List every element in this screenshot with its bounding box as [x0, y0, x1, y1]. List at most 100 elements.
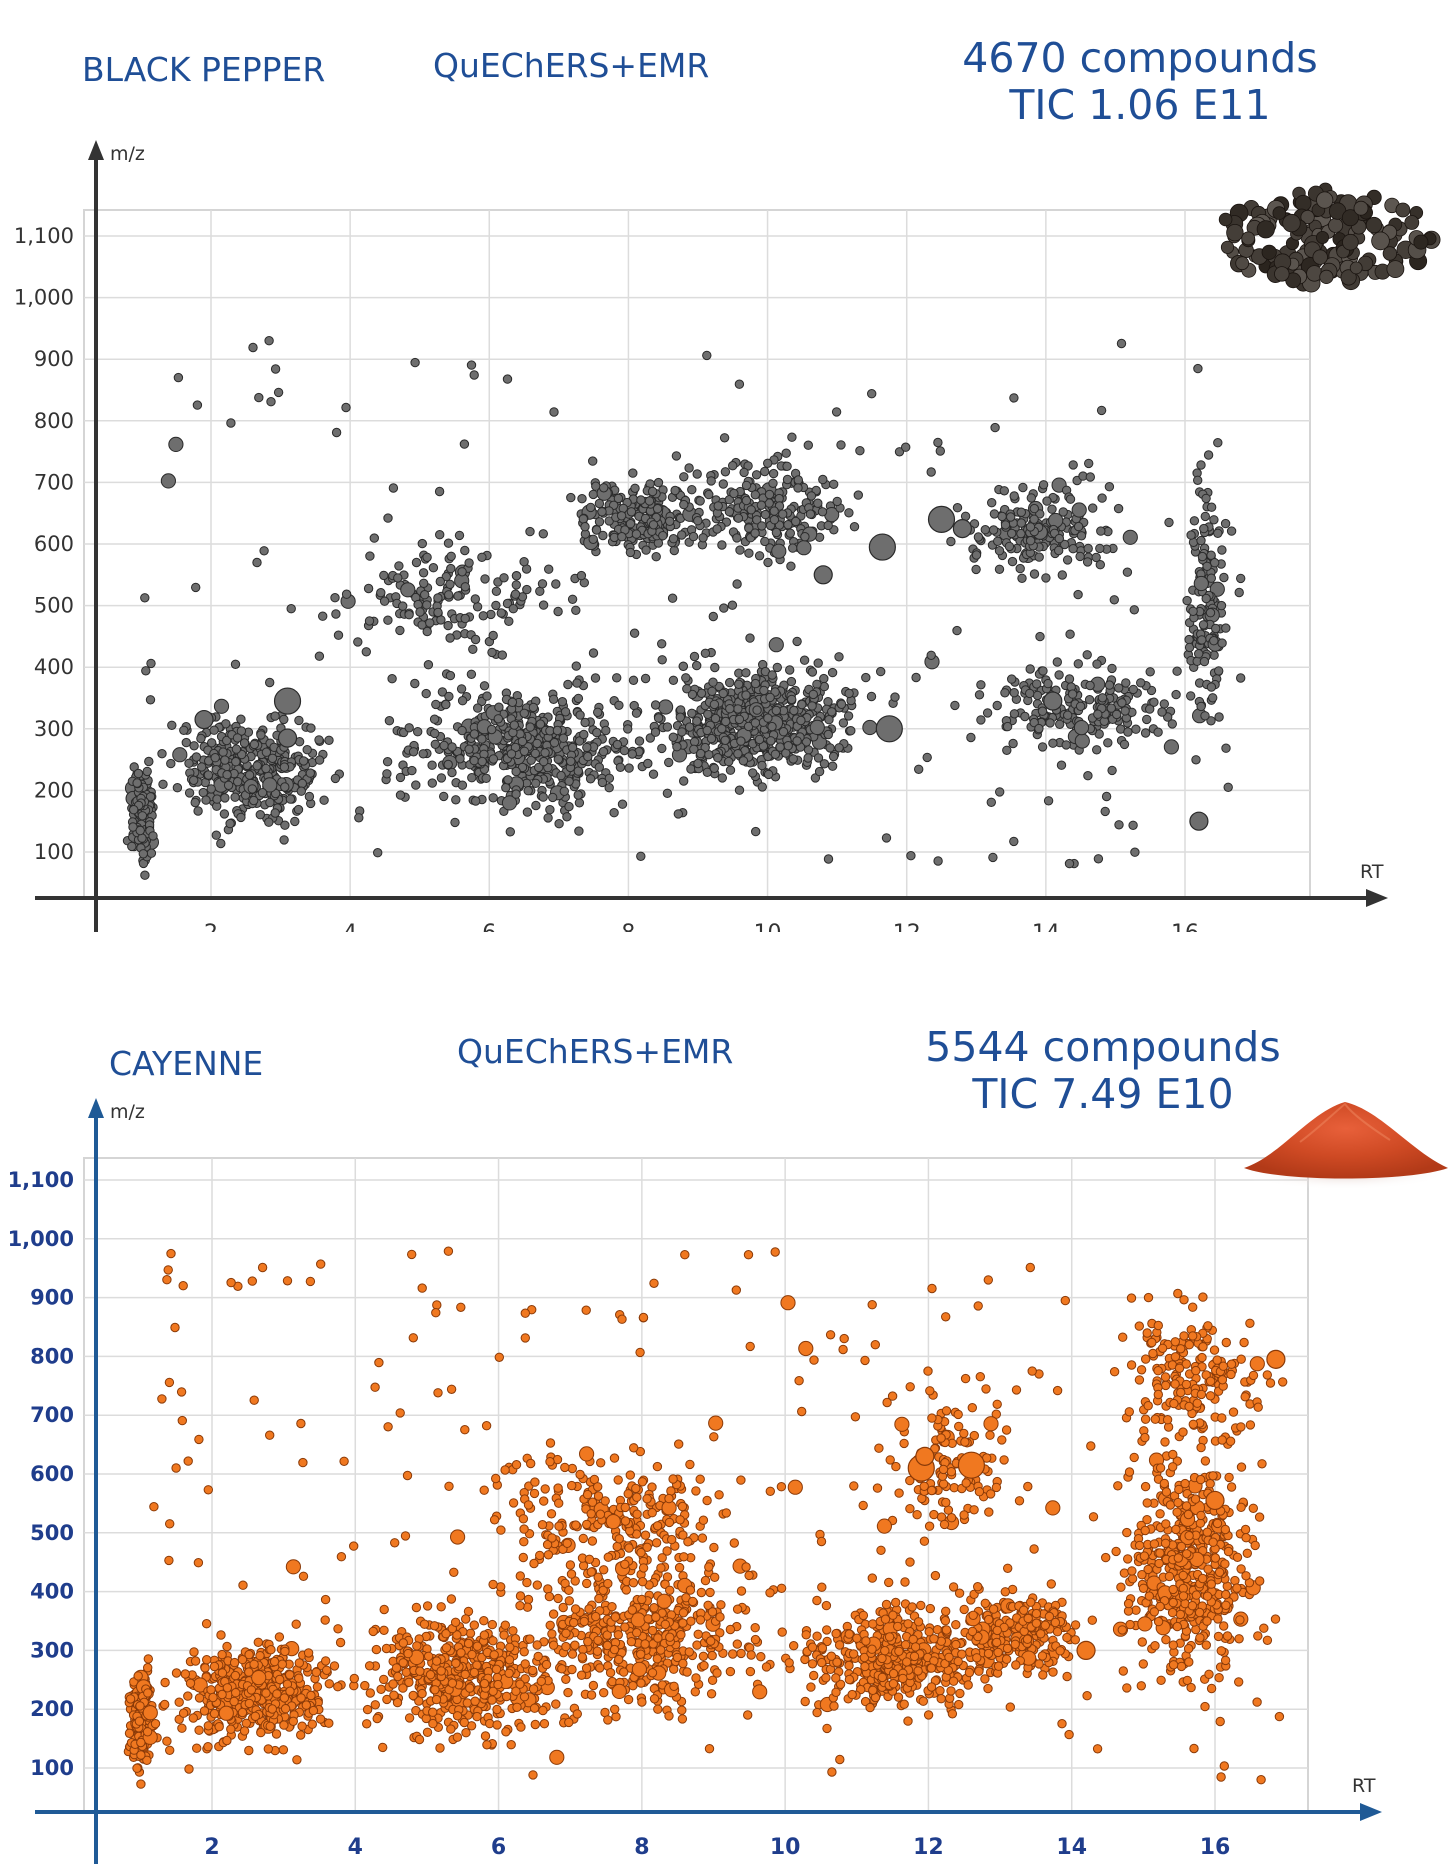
compound-point [564, 801, 574, 812]
compound-point [653, 477, 664, 488]
compound-count: 4670 compounds [962, 34, 1318, 82]
compound-point [1130, 847, 1140, 857]
compound-point [478, 611, 488, 621]
compound-point [415, 607, 425, 617]
compound-point [713, 753, 723, 763]
compound-point [698, 1651, 709, 1661]
compound-point [625, 519, 636, 529]
compound-point [1196, 535, 1206, 546]
compound-point [935, 1686, 945, 1696]
compound-point [689, 651, 700, 662]
compound-point [710, 713, 721, 724]
compound-point [709, 763, 719, 773]
compound-point [189, 741, 199, 751]
compound-point [305, 1276, 316, 1287]
compound-point [829, 479, 839, 489]
compound-point [761, 1662, 772, 1672]
compound-point [466, 669, 477, 679]
compound-point [800, 1696, 810, 1707]
compound-point [408, 747, 419, 757]
compound-point [599, 1565, 609, 1575]
compound-point [657, 743, 667, 754]
compound-point [1206, 682, 1217, 692]
compound-point [822, 1723, 832, 1734]
compound-point [469, 755, 479, 766]
compound-point [733, 513, 744, 523]
compound-point [1082, 650, 1092, 660]
y-axis-label: m/z [110, 143, 145, 165]
compound-point [767, 670, 777, 680]
compound-point [430, 728, 440, 739]
compound-point [183, 1691, 193, 1701]
compound-point [831, 1687, 841, 1697]
compound-point [511, 789, 521, 799]
compound-point [1056, 760, 1067, 770]
compound-point [593, 707, 603, 717]
compound-point [145, 792, 156, 802]
compound-point [1016, 507, 1026, 517]
compound-point [1029, 569, 1040, 579]
compound-point [501, 783, 511, 793]
compound-point [1210, 558, 1220, 568]
compound-point [487, 1619, 497, 1630]
compound-point [431, 699, 441, 710]
compound-point [274, 1632, 285, 1642]
compound-point [823, 729, 833, 740]
compound-point [1200, 511, 1211, 522]
compound-point [534, 762, 544, 773]
compound-point [160, 473, 176, 489]
compound-point [1055, 719, 1065, 729]
compound-point [579, 1446, 595, 1462]
compound-point [813, 498, 823, 508]
compound-point [413, 727, 423, 737]
compound-point [724, 507, 735, 517]
compound-point [750, 1623, 760, 1633]
compound-point [982, 708, 993, 718]
compound-point [829, 1701, 839, 1711]
compound-point [769, 506, 779, 516]
compound-point [924, 1521, 935, 1531]
compound-point [437, 687, 448, 697]
compound-point [522, 807, 533, 817]
compound-point [379, 1625, 389, 1635]
compound-point [374, 1357, 384, 1368]
compound-point [628, 675, 639, 685]
compound-point [446, 1594, 457, 1604]
compound-point [333, 1624, 343, 1634]
compound-point [812, 1595, 822, 1606]
compound-point [248, 342, 258, 353]
compound-point [587, 1497, 598, 1507]
compound-point [1202, 561, 1212, 571]
compound-point [279, 762, 290, 772]
compound-point [905, 1504, 915, 1514]
compound-point [1140, 1481, 1151, 1492]
y-tick-label: 600 [34, 532, 74, 556]
compound-point [451, 795, 461, 805]
tic-value: TIC 7.49 E10 [972, 1070, 1234, 1118]
compound-point [806, 1682, 816, 1692]
compound-point [384, 716, 395, 726]
compound-point [679, 499, 689, 510]
method-label: QuEChERS+EMR [433, 46, 710, 85]
compound-point [261, 763, 271, 774]
compound-point [703, 709, 713, 719]
compound-point [488, 793, 498, 803]
compound-point [764, 489, 775, 500]
compound-point [160, 1677, 170, 1688]
compound-point [776, 1583, 787, 1593]
compound-point [572, 678, 582, 688]
compound-point [464, 558, 474, 568]
compound-point [771, 705, 781, 716]
compound-point [266, 397, 276, 407]
compound-point [951, 1620, 961, 1630]
compound-point [421, 688, 431, 699]
compound-point [876, 1545, 886, 1555]
compound-point [834, 743, 844, 753]
compound-point [479, 1485, 489, 1495]
compound-point [658, 531, 668, 541]
compound-point [671, 451, 682, 461]
compound-point [1142, 1328, 1152, 1338]
compound-point [446, 563, 456, 574]
compound-point [256, 730, 266, 740]
compound-point [926, 467, 936, 477]
